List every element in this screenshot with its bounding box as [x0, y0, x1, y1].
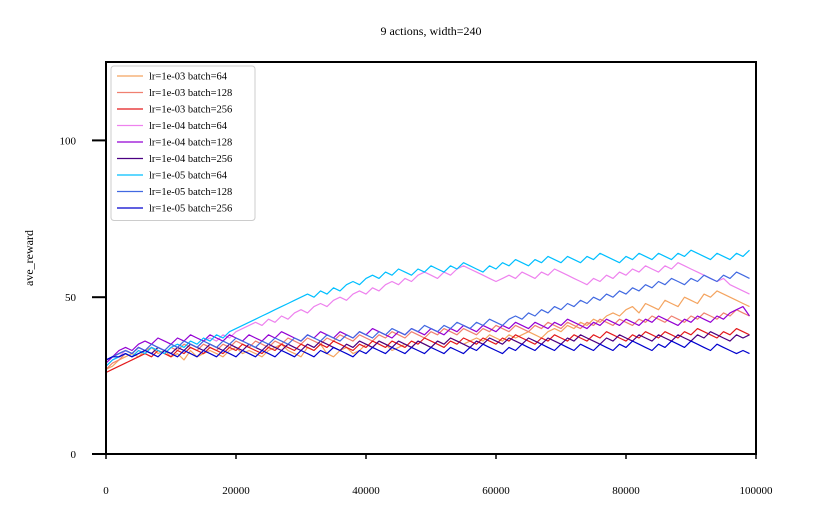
x-tick-label: 80000 — [612, 485, 640, 497]
x-tick-label: 0 — [103, 485, 109, 497]
legend-entry: lr=1e-03 batch=256 — [149, 105, 232, 116]
legend: lr=1e-03 batch=64 lr=1e-03 batch=128 lr=1e… — [110, 65, 256, 221]
series-line-8 — [105, 271, 750, 361]
legend-entry: lr=1e-05 batch=128 — [149, 187, 232, 198]
legend-entry: lr=1e-03 batch=64 — [149, 72, 228, 83]
plot-area — [105, 249, 750, 374]
legend-entry: lr=1e-05 batch=256 — [149, 204, 232, 215]
x-tick-label: 20000 — [222, 485, 250, 497]
x-tick-label: 100000 — [740, 485, 774, 497]
plot-frame — [105, 61, 757, 455]
x-tick-label: 40000 — [352, 485, 380, 497]
x-axis: 0 20000 40000 60000 80000 100000 — [103, 454, 773, 497]
y-tick-label: 50 — [65, 292, 77, 304]
y-axis: 0 50 100 — [60, 135, 106, 461]
series-line-3 — [105, 328, 750, 374]
legend-entry: lr=1e-04 batch=256 — [149, 154, 232, 165]
chart-title: 9 actions, width=240 — [380, 24, 481, 38]
legend-entry: lr=1e-04 batch=64 — [149, 121, 228, 132]
series-line-7 — [105, 249, 750, 367]
series-line-1 — [105, 290, 750, 370]
y-axis-label: ave_reward — [22, 230, 36, 286]
series-line-9 — [105, 340, 750, 361]
x-tick-label: 60000 — [482, 485, 510, 497]
y-tick-label: 0 — [71, 449, 77, 461]
series-line-5 — [105, 306, 750, 364]
y-tick-label: 100 — [60, 135, 77, 147]
legend-entry: lr=1e-04 batch=128 — [149, 138, 232, 149]
legend-entry: lr=1e-05 batch=64 — [149, 171, 228, 182]
legend-entry: lr=1e-03 batch=128 — [149, 88, 232, 99]
legend-box — [110, 65, 256, 221]
series-line-4 — [105, 262, 750, 367]
